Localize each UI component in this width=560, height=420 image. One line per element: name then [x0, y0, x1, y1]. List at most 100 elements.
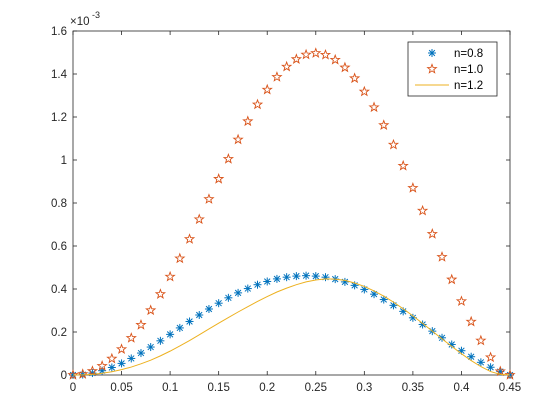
- data-point: [242, 115, 254, 127]
- x-tick-label: 0.4: [453, 382, 470, 394]
- data-point: [467, 352, 476, 361]
- y-tick-label: 1: [61, 155, 67, 167]
- data-point: [290, 53, 302, 64]
- legend-label: n=0.8: [454, 48, 483, 60]
- data-point: [418, 320, 427, 329]
- data-point: [156, 336, 165, 345]
- data-point: [455, 295, 468, 307]
- x-tick-label: 0.1: [162, 382, 178, 394]
- data-point: [232, 133, 244, 145]
- data-point: [127, 354, 136, 363]
- legend-box: [407, 41, 498, 97]
- plot-area: [67, 47, 516, 380]
- legend-label: n=1.2: [454, 80, 483, 92]
- legend-asterisk-icon: [428, 49, 436, 57]
- data-point: [446, 273, 458, 285]
- x-tick-label: 0.35: [402, 382, 424, 394]
- data-point: [115, 343, 128, 354]
- data-point: [436, 251, 448, 262]
- data-point: [193, 213, 205, 225]
- legend[interactable]: n=0.8 n=1.0 n=1.2: [407, 41, 498, 97]
- data-point: [378, 119, 390, 130]
- legend-star-icon: [426, 63, 438, 74]
- data-point: [465, 315, 477, 327]
- y-axis-exponent: ×10-3: [70, 10, 100, 28]
- data-point: [484, 351, 497, 363]
- data-point: [175, 323, 184, 332]
- x-tick-label: 0: [70, 382, 76, 394]
- data-point: [407, 182, 419, 193]
- x-tick-label: 0.15: [207, 382, 229, 394]
- data-point: [135, 318, 147, 330]
- x-tick-label: 0.45: [499, 382, 521, 394]
- data-point: [387, 138, 400, 150]
- data-point: [203, 193, 215, 204]
- data-point: [416, 204, 429, 216]
- data-point: [504, 369, 516, 380]
- data-point: [311, 272, 320, 281]
- data-point: [282, 273, 291, 282]
- series-line: [72, 278, 511, 376]
- data-point: [154, 288, 167, 299]
- series-n=1.2: [72, 278, 511, 376]
- data-point: [251, 98, 264, 110]
- data-point: [302, 271, 311, 280]
- legend-item[interactable]: n=1.0: [426, 63, 483, 76]
- data-point: [263, 277, 272, 286]
- y-tick-label: 0.2: [51, 327, 67, 339]
- y-tick-label: 0.6: [51, 241, 67, 253]
- y-tick-label: 0.4: [51, 284, 68, 296]
- x-tick-label: 0.25: [305, 382, 327, 394]
- data-point: [261, 83, 273, 95]
- y-tick-label: 0.8: [51, 198, 67, 210]
- data-point: [86, 365, 99, 376]
- data-point: [475, 334, 487, 346]
- data-point: [145, 304, 157, 316]
- y-axis: 0 0.2 0.4 0.6 0.8 1 1.2 1.4 1.6: [51, 26, 510, 382]
- data-point: [340, 277, 349, 286]
- data-point: [494, 365, 506, 377]
- data-point: [310, 47, 322, 58]
- data-point: [426, 228, 438, 239]
- y-exponent-power: -3: [92, 10, 100, 20]
- series-n=1.0: [67, 47, 516, 380]
- y-tick-label: 0: [61, 370, 67, 382]
- data-point: [292, 272, 301, 281]
- data-point: [339, 61, 351, 73]
- data-point: [195, 311, 204, 320]
- data-point: [349, 72, 361, 84]
- x-tick-label: 0.3: [356, 382, 372, 394]
- y-tick-label: 1.4: [51, 69, 68, 81]
- data-point: [146, 343, 155, 352]
- data-point: [96, 360, 108, 371]
- data-point: [125, 332, 137, 343]
- legend-label: n=1.0: [454, 64, 483, 76]
- y-exponent-base: ×10: [70, 16, 90, 28]
- data-point: [321, 273, 330, 282]
- data-point: [253, 280, 262, 289]
- data-point: [77, 368, 89, 379]
- data-point: [300, 48, 312, 60]
- data-point: [185, 317, 194, 326]
- data-point: [183, 233, 196, 244]
- y-tick-label: 1.6: [51, 26, 67, 38]
- data-point: [166, 330, 175, 339]
- legend-item[interactable]: n=0.8: [428, 48, 483, 60]
- data-point: [243, 284, 252, 293]
- y-tick-label: 1.2: [51, 112, 67, 124]
- x-tick-label: 0.2: [259, 382, 275, 394]
- x-tick-label: 0.05: [110, 382, 132, 394]
- legend-item[interactable]: n=1.2: [415, 80, 483, 92]
- data-point: [234, 288, 243, 297]
- data-point: [272, 274, 281, 283]
- data-point: [319, 48, 332, 60]
- data-point: [476, 358, 485, 367]
- data-point: [271, 71, 283, 82]
- data-point: [281, 60, 293, 72]
- data-point: [213, 173, 225, 184]
- data-point: [368, 101, 380, 113]
- data-point: [329, 53, 341, 65]
- data-point: [379, 295, 388, 304]
- data-point: [214, 299, 223, 308]
